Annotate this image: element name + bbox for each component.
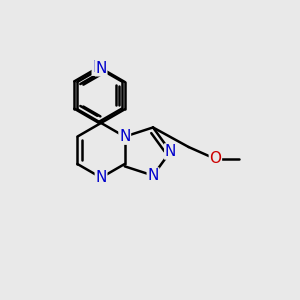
Text: N: N [95, 61, 107, 76]
Text: N: N [95, 170, 107, 185]
Text: O: O [209, 152, 221, 166]
Text: N: N [92, 60, 104, 75]
Text: N: N [147, 168, 159, 183]
Text: N: N [165, 144, 176, 159]
Text: N: N [119, 129, 130, 144]
